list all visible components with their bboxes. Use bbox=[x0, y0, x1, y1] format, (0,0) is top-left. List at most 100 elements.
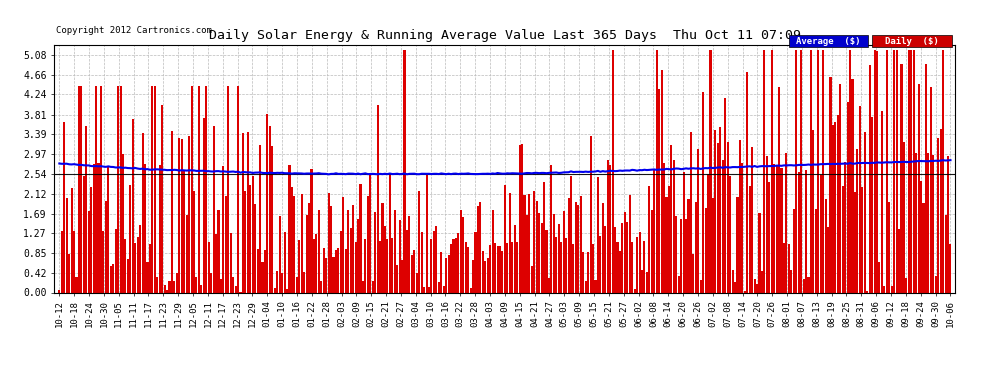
Bar bbox=[687, 199, 690, 292]
Bar bbox=[648, 186, 650, 292]
Bar bbox=[281, 273, 283, 292]
Bar bbox=[682, 172, 685, 292]
Bar bbox=[840, 84, 842, 292]
Bar bbox=[832, 125, 834, 292]
Bar bbox=[641, 270, 644, 292]
Bar bbox=[803, 279, 805, 292]
Bar bbox=[230, 232, 232, 292]
Bar bbox=[761, 270, 763, 292]
Bar bbox=[933, 154, 935, 292]
Bar bbox=[910, 50, 913, 292]
Bar bbox=[193, 191, 195, 292]
Bar bbox=[245, 190, 247, 292]
Bar bbox=[715, 130, 717, 292]
Bar bbox=[313, 239, 315, 292]
Bar bbox=[555, 237, 557, 292]
Bar bbox=[732, 270, 734, 292]
Bar bbox=[697, 148, 699, 292]
Bar bbox=[156, 277, 158, 292]
Bar bbox=[822, 50, 825, 292]
Bar bbox=[428, 286, 430, 292]
Bar bbox=[519, 145, 521, 292]
Bar bbox=[893, 50, 895, 292]
Bar bbox=[589, 136, 592, 292]
Bar bbox=[110, 266, 112, 292]
Bar bbox=[817, 50, 820, 292]
Bar bbox=[203, 118, 205, 292]
Bar bbox=[288, 165, 290, 292]
Bar bbox=[484, 261, 486, 292]
Bar bbox=[612, 50, 614, 292]
Bar bbox=[225, 196, 227, 292]
Bar bbox=[450, 244, 452, 292]
Bar bbox=[949, 244, 951, 292]
Bar bbox=[381, 204, 383, 292]
Bar bbox=[905, 278, 908, 292]
Bar bbox=[235, 286, 237, 292]
Bar bbox=[830, 77, 832, 292]
Bar bbox=[923, 203, 925, 292]
Bar bbox=[575, 202, 577, 292]
Bar bbox=[756, 284, 758, 292]
Bar bbox=[668, 186, 670, 292]
Bar bbox=[516, 242, 518, 292]
Bar bbox=[572, 244, 574, 292]
Bar bbox=[653, 170, 655, 292]
Bar bbox=[567, 198, 569, 292]
Bar bbox=[901, 63, 903, 292]
Bar bbox=[790, 270, 792, 292]
Bar bbox=[163, 285, 165, 292]
Bar bbox=[153, 86, 155, 292]
Bar bbox=[770, 50, 773, 292]
Bar bbox=[886, 50, 888, 292]
Bar bbox=[650, 210, 652, 292]
Bar bbox=[775, 165, 778, 292]
Bar bbox=[842, 186, 843, 292]
FancyBboxPatch shape bbox=[872, 35, 951, 48]
Bar bbox=[768, 182, 770, 292]
Bar bbox=[695, 202, 697, 292]
Bar bbox=[780, 168, 782, 292]
Bar bbox=[232, 277, 235, 292]
Bar bbox=[413, 250, 416, 292]
Bar bbox=[401, 260, 403, 292]
Bar bbox=[506, 243, 509, 292]
Bar bbox=[454, 238, 457, 292]
Bar bbox=[125, 239, 127, 292]
Bar bbox=[266, 114, 268, 292]
Bar bbox=[678, 276, 680, 292]
Bar bbox=[851, 79, 853, 292]
Bar bbox=[459, 210, 462, 292]
Bar bbox=[274, 288, 276, 292]
Bar bbox=[619, 251, 621, 292]
Bar bbox=[242, 133, 244, 292]
Bar bbox=[301, 195, 303, 292]
Bar bbox=[766, 156, 768, 292]
Bar bbox=[296, 277, 298, 292]
Bar bbox=[190, 86, 193, 292]
Bar bbox=[856, 149, 858, 292]
Bar bbox=[511, 242, 513, 292]
Bar bbox=[655, 50, 657, 292]
Bar bbox=[663, 164, 665, 292]
Bar bbox=[514, 225, 516, 292]
Bar bbox=[577, 205, 579, 292]
Bar bbox=[477, 206, 479, 292]
Bar bbox=[276, 271, 278, 292]
Bar bbox=[501, 251, 504, 292]
Bar bbox=[585, 281, 587, 292]
Bar bbox=[793, 209, 795, 292]
Bar bbox=[389, 175, 391, 292]
Bar bbox=[247, 132, 248, 292]
Bar bbox=[729, 176, 732, 292]
Bar bbox=[820, 175, 822, 292]
Bar bbox=[311, 169, 313, 292]
Bar bbox=[330, 206, 332, 292]
Bar bbox=[70, 188, 72, 292]
Bar bbox=[306, 214, 308, 292]
Bar bbox=[898, 229, 900, 292]
Bar bbox=[808, 278, 810, 292]
Bar bbox=[349, 228, 351, 292]
Bar bbox=[891, 286, 893, 292]
Bar bbox=[215, 234, 217, 292]
